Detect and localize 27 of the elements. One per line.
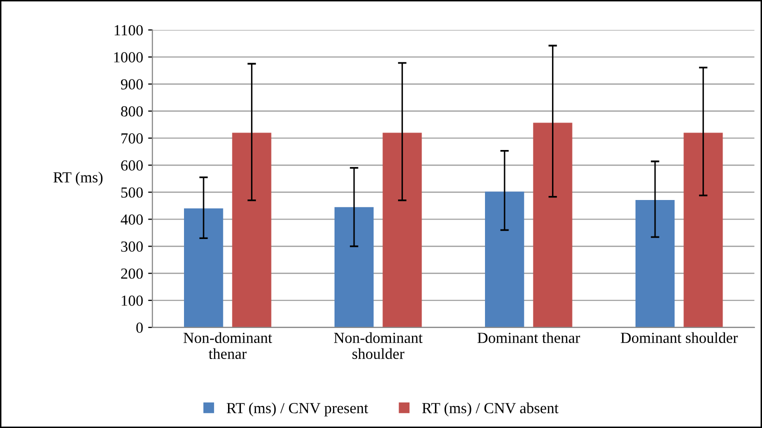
bar xyxy=(635,200,675,328)
bar xyxy=(684,132,723,328)
legend-label: RT (ms) / CNV present xyxy=(226,402,368,416)
x-tick-label: Dominant thenar xyxy=(478,332,580,344)
y-tick-label: 1000 xyxy=(114,52,143,62)
bar xyxy=(484,192,524,328)
y-tick-label: 600 xyxy=(121,160,143,171)
bar xyxy=(334,207,374,328)
y-axis-title: RT (ms) xyxy=(53,172,103,186)
y-tick-label: 100 xyxy=(122,296,143,306)
y-tick-label: 700 xyxy=(121,133,143,144)
x-tick-label: Non-dominant thenar xyxy=(184,332,272,360)
y-tick-label: 200 xyxy=(121,268,143,279)
bar xyxy=(184,208,224,328)
y-tick-label: 900 xyxy=(120,79,143,90)
bar xyxy=(382,132,422,328)
bar xyxy=(533,122,572,328)
y-tick-label: 300 xyxy=(121,241,143,252)
bar xyxy=(232,132,272,328)
y-tick-label: 400 xyxy=(120,214,143,225)
x-tick-label: Dominant shoulder xyxy=(620,332,738,344)
x-tick-label: Non-dominant shoulder xyxy=(334,332,423,360)
y-tick-label: 800 xyxy=(121,106,143,117)
y-tick-label: 0 xyxy=(136,322,143,333)
y-tick-label: 500 xyxy=(121,187,143,198)
y-tick-label: 1100 xyxy=(114,25,143,36)
legend-label: RT (ms) / CNV absent xyxy=(422,402,559,416)
